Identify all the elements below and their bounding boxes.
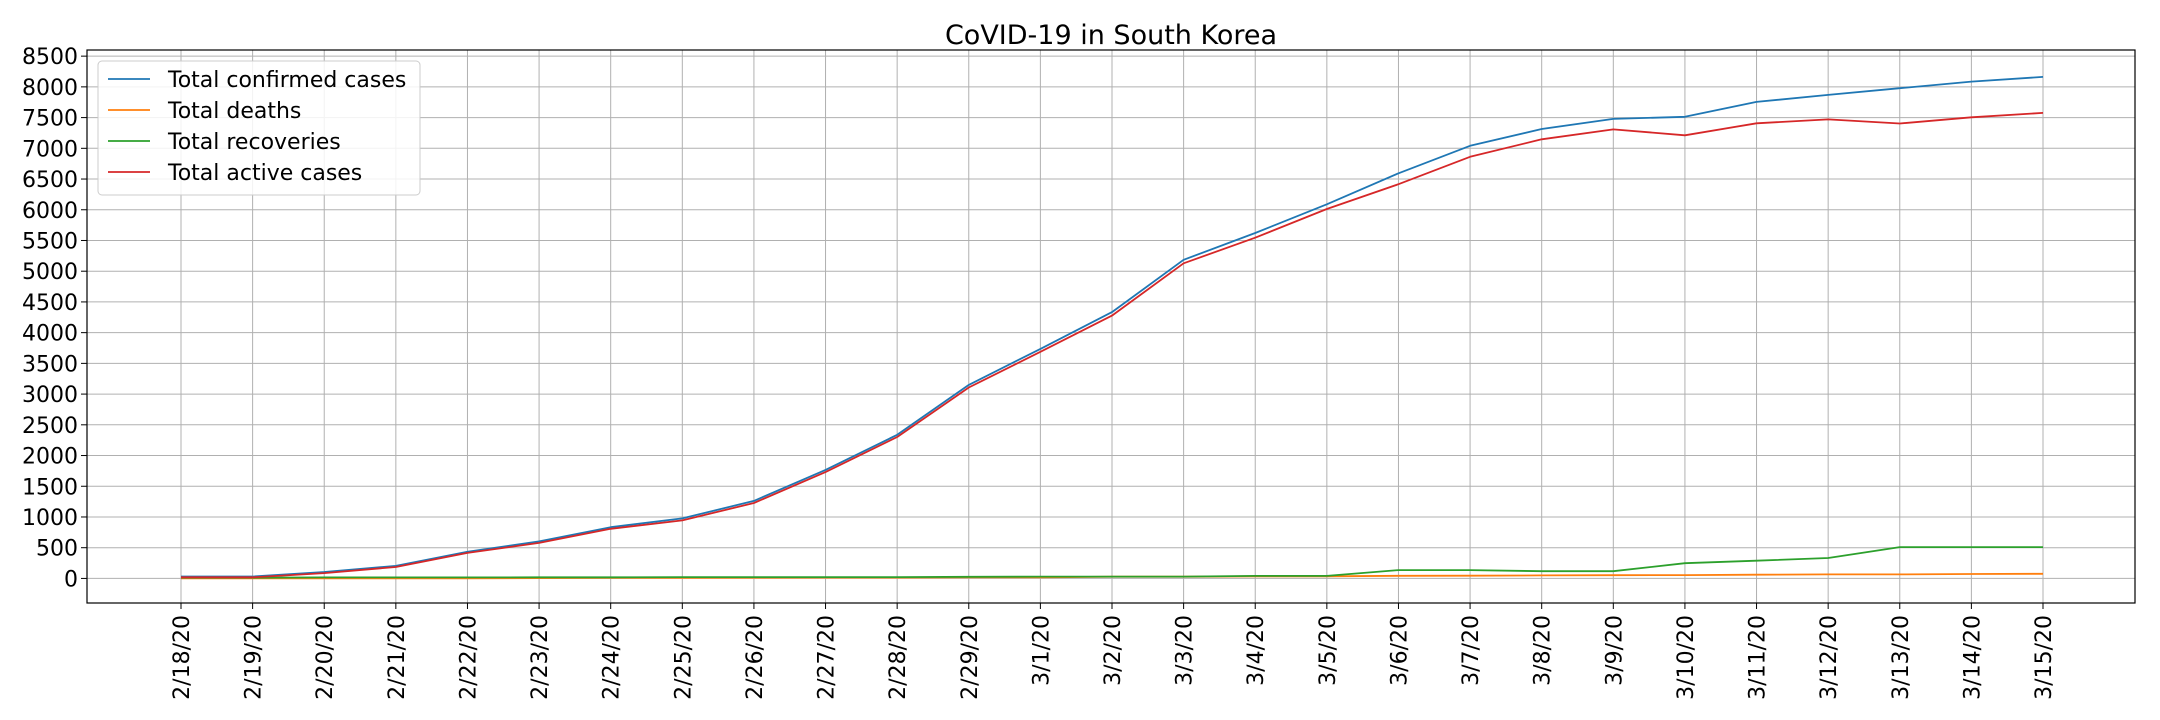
series-line-total-recoveries [181, 546, 2043, 579]
x-tick-label: 3/5/20 [1316, 615, 1341, 686]
legend-box [97, 60, 421, 196]
y-tick-label: 8500 [22, 45, 78, 70]
grid [87, 50, 2135, 603]
series-line-total-active-cases [181, 112, 2044, 579]
chart-title: CoVID-19 in South Korea [945, 20, 1277, 51]
x-tick-label: 2/18/20 [170, 615, 195, 700]
x-tick-label: 3/7/20 [1459, 615, 1484, 686]
legend-label-total-deaths: Total deaths [167, 99, 301, 124]
legend-label-total-confirmed-cases: Total confirmed cases [167, 68, 406, 93]
x-tick-label: 2/28/20 [886, 615, 911, 700]
y-tick-label: 7000 [22, 137, 78, 162]
y-tick-label: 6000 [22, 199, 78, 224]
x-tick-label: 3/11/20 [1746, 615, 1771, 700]
x-axis: 2/18/20 2/19/20 2/20/20 2/21/20 2/22/20 2/23/… [170, 603, 2057, 700]
series-line-total-confirmed-cases [181, 76, 2044, 578]
y-tick-label: 2000 [22, 445, 78, 470]
legend-label-total-active-cases: Total active cases [167, 161, 362, 186]
y-axis: 0 500 1000 1500 2000 2500 3000 3500 4000 4500 5000… [22, 45, 87, 592]
x-tick-label: 3/10/20 [1674, 615, 1699, 700]
x-tick-label: 2/27/20 [815, 615, 840, 700]
x-tick-label: 3/4/20 [1244, 615, 1269, 686]
x-tick-label: 3/12/20 [1817, 615, 1842, 700]
plot-frame [86, 49, 2136, 604]
x-tick-label: 3/13/20 [1889, 615, 1914, 700]
y-tick-label: 3000 [22, 383, 78, 408]
y-tick-label: 7500 [22, 107, 78, 132]
x-tick-label: 3/2/20 [1101, 615, 1126, 686]
y-tick-label: 2500 [22, 414, 78, 439]
x-tick-label: 2/19/20 [242, 615, 267, 700]
legend-label-total-recoveries: Total recoveries [167, 130, 341, 155]
x-tick-label: 2/21/20 [385, 615, 410, 700]
x-tick-label: 3/6/20 [1387, 615, 1412, 686]
y-tick-label: 1500 [22, 475, 78, 500]
x-tick-label: 2/26/20 [743, 615, 768, 700]
series-layer [181, 76, 2044, 580]
x-tick-label: 2/25/20 [671, 615, 696, 700]
x-tick-label: 3/15/20 [2032, 615, 2057, 700]
y-tick-label: 4000 [22, 322, 78, 347]
y-tick-label: 3500 [22, 352, 78, 377]
x-tick-label: 2/23/20 [528, 615, 553, 700]
legend: Total confirmed cases Total deaths Total r… [97, 60, 421, 196]
x-tick-label: 3/8/20 [1531, 615, 1556, 686]
y-tick-label: 8000 [22, 76, 78, 101]
x-tick-label: 3/3/20 [1173, 615, 1198, 686]
x-tick-label: 3/1/20 [1029, 615, 1054, 686]
y-tick-label: 0 [64, 567, 78, 592]
y-tick-label: 500 [36, 537, 78, 562]
y-tick-label: 5000 [22, 260, 78, 285]
x-tick-label: 3/14/20 [1960, 615, 1985, 700]
x-tick-label: 2/20/20 [313, 615, 338, 700]
x-tick-label: 2/29/20 [958, 615, 983, 700]
x-tick-label: 2/22/20 [456, 615, 481, 700]
x-tick-label: 3/9/20 [1602, 615, 1627, 686]
y-tick-label: 6500 [22, 168, 78, 193]
y-tick-label: 5500 [22, 229, 78, 254]
y-tick-label: 1000 [22, 506, 78, 531]
x-tick-label: 2/24/20 [600, 615, 625, 700]
y-tick-label: 4500 [22, 291, 78, 316]
